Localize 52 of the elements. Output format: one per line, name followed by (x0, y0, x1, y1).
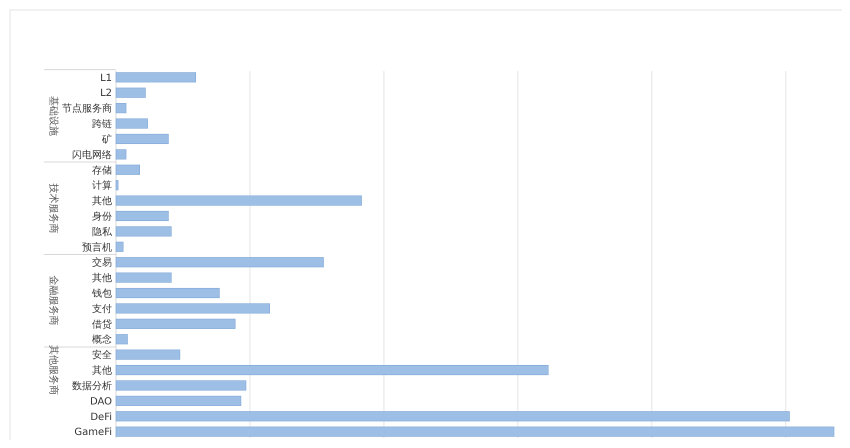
bar (116, 426, 834, 437)
bar (116, 180, 118, 190)
bar (116, 303, 270, 314)
y-tick-label: 其他 (92, 195, 112, 208)
y-tick-label: 交易 (92, 256, 112, 269)
y-tick-label: L1 (100, 72, 112, 84)
bar (116, 164, 140, 175)
y-tick-label: 其他 (92, 272, 112, 284)
y-tick-label: 概念 (92, 334, 112, 346)
y-tick-label: 预言机 (82, 241, 112, 254)
bar (116, 257, 324, 268)
y-tick-label: 数据分析 (72, 380, 112, 392)
y-tick-label: 节点服务商 (62, 102, 112, 115)
text: 其他服务商 (48, 345, 60, 396)
bar (116, 134, 169, 144)
bar (116, 118, 148, 129)
y-tick-label: 闪电网络 (72, 148, 112, 161)
y-tick-label: 支付 (92, 302, 112, 315)
text: 金融服务商 (48, 276, 60, 326)
bar (116, 242, 124, 252)
bar (116, 396, 242, 406)
bar (116, 88, 146, 98)
y-tick-label: 安全 (92, 349, 112, 362)
bar (116, 196, 362, 206)
text: 基础设施 (48, 96, 60, 136)
y-tick-label: 借贷 (92, 318, 112, 330)
bar (116, 334, 128, 344)
y-tick-label: 身份 (92, 210, 112, 222)
y-tick-label: 其他 (92, 364, 112, 377)
y-tick-label: GameFi (74, 427, 112, 438)
bar (116, 226, 172, 236)
y-tick-label: DeFi (90, 412, 112, 423)
bar (116, 288, 220, 298)
bar (116, 72, 196, 82)
y-tick-label: 矿 (101, 133, 112, 146)
bar (116, 210, 169, 222)
y-tick-label: 计算 (92, 180, 112, 192)
y-tick-label: L2 (100, 88, 112, 100)
y-tick-label: 钱包 (91, 288, 112, 300)
bar (116, 272, 172, 283)
y-tick-label: DAO (90, 396, 112, 408)
bar (116, 103, 126, 114)
y-tick-label: 跨链 (92, 119, 112, 130)
bar (116, 318, 236, 329)
bar (116, 364, 549, 376)
bar (116, 411, 790, 422)
bar (116, 350, 180, 360)
y-tick-label: 隐私 (92, 226, 113, 238)
y-tick-label: 存储 (92, 164, 112, 176)
bar (116, 380, 246, 391)
bar (116, 149, 126, 160)
text: 技术服务商 (48, 182, 60, 234)
